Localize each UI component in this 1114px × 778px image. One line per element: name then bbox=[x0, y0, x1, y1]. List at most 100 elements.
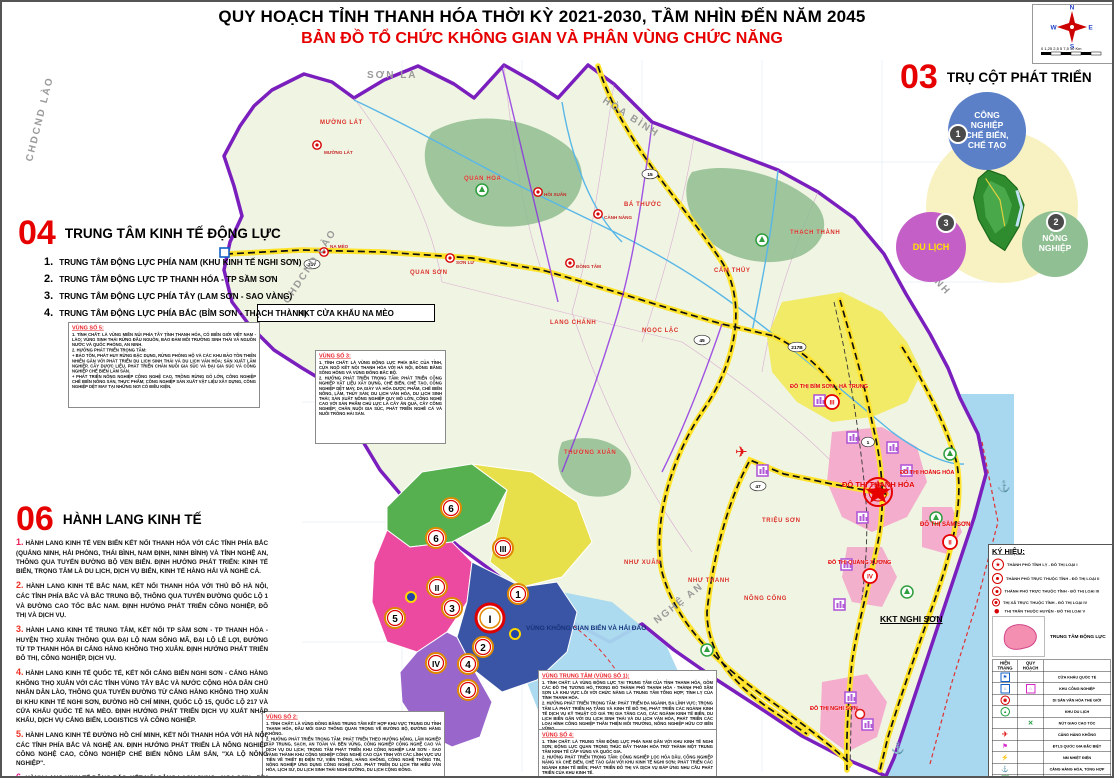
airport-icon: ✈ bbox=[1002, 730, 1008, 738]
svg-text:45: 45 bbox=[699, 338, 705, 344]
compass-box: N E S W 0 1,25 2,5 5 7,5 10 Km bbox=[1032, 4, 1112, 64]
svg-text:ĐÔ THỊ HOẰNG HÓA: ĐÔ THỊ HOẰNG HÓA bbox=[900, 468, 954, 476]
zone4-box: VÙNG SỐ 4: 1. TÍNH CHẤT: LÀ TRUNG TÂM ĐỘ… bbox=[538, 729, 717, 776]
svg-text:II: II bbox=[948, 541, 952, 547]
secondary-roads bbox=[501, 66, 723, 473]
city-class3-icon bbox=[992, 586, 1002, 596]
city-class1-icon: ★ bbox=[992, 558, 1004, 571]
svg-text:ĐỒNG TÂM: ĐỒNG TÂM bbox=[576, 263, 601, 269]
pillars-number: 03 bbox=[900, 58, 938, 96]
world-heritage-icon: ◉ bbox=[1000, 695, 1010, 705]
legend-core-row: TRUNG TÂM ĐỘNG LỰC bbox=[992, 616, 1112, 657]
scale-bar: 0 1,25 2,5 5 7,5 10 Km bbox=[1041, 46, 1102, 56]
expressway-junction-icon: ✕ bbox=[1027, 719, 1034, 727]
map-title-block: QUY HOẠCH TỈNH THANH HÓA THỜI KỲ 2021-20… bbox=[122, 7, 962, 48]
nghison-port-icon: ⚓ bbox=[891, 742, 905, 755]
growth-core-label: TRUNG TÂM ĐỘNG LỰC bbox=[1050, 633, 1106, 640]
svg-text:W: W bbox=[1050, 25, 1057, 32]
center-item: 4. TRUNG TÂM ĐỘNG LỰC PHÍA BẮC (BỈM SƠN -… bbox=[44, 307, 307, 319]
svg-text:II: II bbox=[435, 583, 440, 593]
zone3-box: VÙNG SỐ 3: 1. TÍNH CHẤT: LÀ VÙNG ĐỘNG LỰ… bbox=[315, 350, 446, 444]
svg-text:MƯỜNG LÁT: MƯỜNG LÁT bbox=[320, 118, 363, 126]
center-item: 2. TRUNG TÂM ĐỘNG LỰC TP THANH HÓA - TP S… bbox=[44, 273, 278, 285]
svg-text:TRIỆU SƠN: TRIỆU SƠN bbox=[762, 516, 801, 524]
map-subtitle: BẢN ĐỒ TỔ CHỨC KHÔNG GIAN VÀ PHÂN VÙNG C… bbox=[301, 30, 783, 47]
hightech-agriculture-icon bbox=[1001, 775, 1009, 776]
svg-text:THƯỜNG XUÂN: THƯỜNG XUÂN bbox=[564, 448, 616, 456]
svg-text:N: N bbox=[1070, 5, 1075, 12]
svg-text:E: E bbox=[1088, 25, 1093, 32]
thermal-plant-icon: ⚡ bbox=[1001, 754, 1009, 761]
legend-panel: KÝ HIỆU: ★ THÀNH PHỐ TỈNH LỴ - ĐÔ THỊ LO… bbox=[988, 544, 1112, 776]
legend-row: VÙNG NÔNG NGHIỆP CNC bbox=[991, 774, 1111, 776]
centers-title: TRUNG TÂM KINH TẾ ĐỘNG LỰC bbox=[64, 225, 281, 241]
pillar-badge-2: 2 bbox=[1046, 212, 1066, 232]
svg-text:HỒI XUÂN: HỒI XUÂN bbox=[544, 191, 567, 197]
national-relic-icon: ⚑ bbox=[1002, 742, 1008, 750]
legend-row: ▲ KHU DU LỊCH bbox=[991, 705, 1111, 718]
svg-text:IV: IV bbox=[867, 575, 873, 581]
svg-text:CHDCND LÀO: CHDCND LÀO bbox=[22, 75, 56, 163]
center-item: 1. TRUNG TÂM ĐỘNG LỰC PHÍA NAM (KHU KINH … bbox=[44, 256, 302, 268]
svg-text:4: 4 bbox=[465, 660, 471, 671]
legend-row: ◉ DI SẢN VĂN HÓA THẾ GIỚI bbox=[991, 694, 1111, 706]
tourism-icons bbox=[475, 183, 957, 657]
legend-row: ✈ CẢNG HÀNG KHÔNG bbox=[991, 728, 1111, 741]
svg-text:III: III bbox=[499, 544, 506, 554]
corridor-item: 1. HÀNH LANG KINH TẾ VEN BIỂN KẾT NỐI TH… bbox=[16, 537, 268, 576]
corridor-item: 2. HÀNH LANG KINH TẾ BẮC NAM, KẾT NỐI TH… bbox=[16, 580, 268, 619]
rivers bbox=[353, 99, 965, 465]
maritime-boundary bbox=[929, 441, 999, 765]
city-class4-icon bbox=[992, 598, 1000, 607]
svg-text:ĐÔ THỊ BỈM SƠN - HÀ TRUNG: ĐÔ THỊ BỈM SƠN - HÀ TRUNG bbox=[790, 382, 868, 390]
svg-text:III: III bbox=[829, 401, 834, 407]
svg-text:2: 2 bbox=[480, 643, 486, 654]
zone1-box: VÙNG TRUNG TÂM (VÙNG SỐ 1): 1. TÍNH CHẤT… bbox=[538, 670, 717, 732]
seaport-icon: ⚓ bbox=[997, 480, 1011, 493]
svg-text:SƠN LƯ: SƠN LƯ bbox=[456, 260, 474, 265]
svg-text:6: 6 bbox=[433, 534, 439, 545]
legend-row: ⚑ CỬA KHẨU QUỐC TẾ bbox=[991, 671, 1111, 683]
compass-rose-icon: N E S W 0 1,25 2,5 5 7,5 10 Km bbox=[1041, 5, 1102, 56]
svg-text:4: 4 bbox=[465, 686, 471, 697]
growth-core-blob-icon bbox=[1003, 624, 1037, 650]
centers-number: 04 bbox=[18, 214, 56, 252]
svg-text:NHƯ THANH: NHƯ THANH bbox=[688, 578, 730, 584]
corridors-title: HÀNH LANG KINH TẾ bbox=[62, 511, 202, 527]
map-title: QUY HOẠCH TỈNH THANH HÓA THỜI KỲ 2021-20… bbox=[218, 7, 866, 26]
city-class5-icon bbox=[994, 609, 999, 614]
kkt-nghi-son-label: KKT NGHI SƠN bbox=[880, 614, 943, 624]
border-gate-icon: ⚑ bbox=[1000, 672, 1010, 682]
svg-text:15: 15 bbox=[647, 172, 653, 178]
svg-text:ĐÔ THỊ QUẢNG XƯƠNG: ĐÔ THỊ QUẢNG XƯƠNG bbox=[828, 558, 891, 566]
mini-province-icon bbox=[972, 169, 1025, 252]
sea-zone-label: VÙNG KHÔNG GIAN BIỂN VÀ HẢI ĐẢO bbox=[526, 623, 646, 632]
zone2-box: VÙNG SỐ 2: 1. TÍNH CHẤT: LÀ VÙNG ĐỒNG BẰ… bbox=[262, 711, 445, 776]
airport-icon: ✈ bbox=[735, 444, 748, 461]
zone5-box: VÙNG SỐ 5: 1. TÍNH CHẤT: LÀ VÙNG MIỀN NÚ… bbox=[68, 322, 260, 408]
svg-text:NGỌC LẶC: NGỌC LẶC bbox=[642, 327, 679, 334]
thermal-plant-icon bbox=[854, 708, 866, 720]
svg-text:5: 5 bbox=[392, 614, 398, 625]
svg-text:ĐÔ THỊ SẦM SƠN: ĐÔ THỊ SẦM SƠN bbox=[920, 520, 970, 528]
inset-markers: 6 6 III II 3 5 1 I 2 IV 4 4 bbox=[384, 497, 529, 701]
svg-text:QUAN SƠN: QUAN SƠN bbox=[410, 270, 448, 276]
svg-text:THẠCH THÀNH: THẠCH THÀNH bbox=[790, 229, 840, 236]
svg-text:CÀNH NÀNG: CÀNH NÀNG bbox=[604, 214, 632, 220]
district-boundaries bbox=[353, 64, 833, 553]
corridor-item: 3. HÀNH LANG KINH TẾ TRUNG TÂM, KẾT NỐI … bbox=[16, 623, 268, 663]
border-gate-icon bbox=[219, 247, 230, 258]
pillars-panel: 03 TRỤ CỘT PHÁT TRIỂN CÔNG NGHIỆP CHẾ BI… bbox=[896, 58, 1112, 290]
growth-centers-panel: 04 TRUNG TÂM KINH TẾ ĐỘNG LỰC 1. TRUNG TÂ… bbox=[18, 216, 350, 324]
corridors-number: 06 bbox=[16, 500, 54, 538]
legend-row: ⌂ ⌂ KHU CÔNG NGHIỆP bbox=[991, 682, 1111, 695]
svg-text:LANG CHÁNH: LANG CHÁNH bbox=[550, 319, 596, 326]
industrial-park-planned-icon: ⌂ bbox=[1025, 683, 1036, 694]
svg-text:ĐÔ THỊ THANH HÓA: ĐÔ THỊ THANH HÓA bbox=[842, 480, 915, 489]
svg-text:NA MÈO: NA MÈO bbox=[330, 242, 349, 249]
svg-text:SƠN LA: SƠN LA bbox=[367, 70, 418, 81]
svg-text:0 1,25 2,5 5 7,5 10 Km: 0 1,25 2,5 5 7,5 10 Km bbox=[1041, 46, 1082, 51]
pillar-badge-1: 1 bbox=[948, 124, 968, 144]
svg-text:ĐÔ THỊ NGHI SƠN: ĐÔ THỊ NGHI SƠN bbox=[810, 704, 858, 712]
